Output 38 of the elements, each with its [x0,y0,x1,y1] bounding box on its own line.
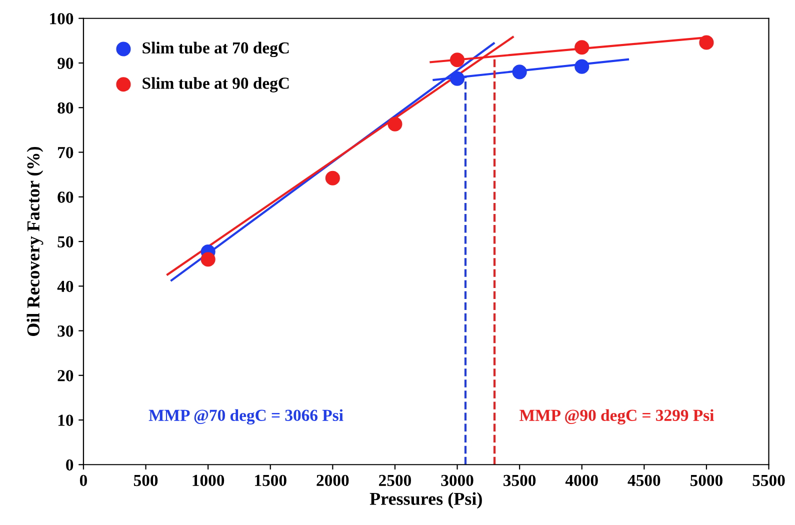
x-tick-label: 500 [134,474,158,486]
x-tick-label: 2500 [379,474,411,486]
y-tick-label: 70 [58,146,74,158]
annotation: MMP @90 degC = 3299 Psi [520,409,714,424]
legend-label: Slim tube at 70 degC [142,42,289,58]
point [699,35,714,50]
point [450,52,465,68]
x-tick-label: 5000 [690,474,722,486]
legend-label: Slim tube at 90 degC [142,77,289,92]
point [512,64,527,80]
point [200,252,216,267]
y-tick-label: 10 [58,414,74,426]
y-tick-label: 40 [57,280,74,292]
point [574,59,590,74]
y-tick-label: 0 [66,459,74,471]
y-tick-label: 60 [58,192,74,203]
annotation: MMP @70 degC = 3066 Psi [148,409,344,424]
x-tick-label: 1000 [192,474,224,486]
x-tick-label: 4000 [565,474,598,486]
y-tick-label: 80 [58,102,74,114]
y-tick-label: 20 [58,370,74,382]
x-tick-label: 3500 [504,474,536,486]
x-tick-label: 2000 [316,474,349,486]
x-tick-label: 1500 [255,474,286,486]
y-tick-label: 100 [50,13,74,24]
y-axis-title: Oil Recovery Factor (%) [26,146,44,336]
y-tick-label: 90 [58,58,74,69]
y-tick-label: 30 [58,325,74,337]
x-axis-title: Pressures (Psi) [370,492,482,509]
point [450,71,465,86]
point [574,40,590,55]
x-tick-label: 5500 [752,474,785,486]
x-tick-label: 4500 [628,474,660,486]
point [388,116,402,132]
y-tick-label: 50 [58,236,74,248]
x-tick-label: 3000 [441,474,474,486]
x-tick-label: 0 [80,474,88,486]
point [325,170,340,186]
